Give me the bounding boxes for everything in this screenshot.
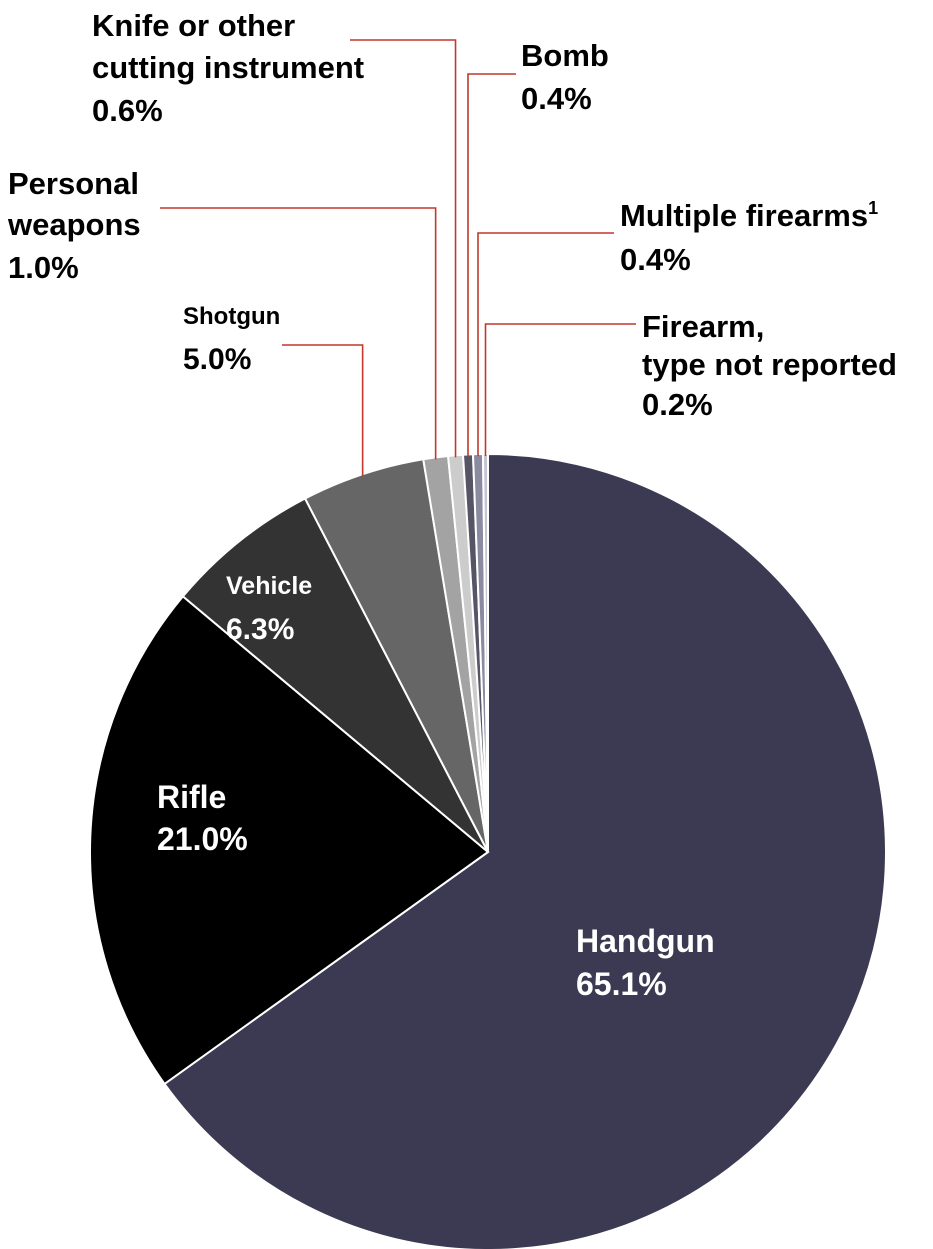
- slice-handgun: [163, 452, 887, 1249]
- leader-shotgun: [282, 344, 364, 477]
- value-handgun: 65.1%: [576, 966, 667, 1002]
- label-personal-weapons-line2: weapons: [7, 207, 141, 242]
- label-bomb: Bomb: [521, 38, 609, 73]
- label-shotgun: Shotgun: [183, 303, 280, 330]
- leader-knife: [350, 39, 457, 458]
- value-knife: 0.6%: [92, 93, 163, 128]
- value-vehicle: 6.3%: [226, 613, 294, 646]
- leader-firearm-not-reported: [484, 323, 636, 457]
- value-rifle: 21.0%: [157, 821, 248, 857]
- value-firearm-not-reported: 0.2%: [642, 387, 713, 422]
- value-personal-weapons: 1.0%: [8, 250, 79, 285]
- label-rifle: Rifle: [157, 779, 226, 815]
- leader-multiple-firearms: [477, 232, 614, 457]
- slice-labels: Handgun 65.1% Rifle 21.0% Vehicle 6.3% Shotgun…: [7, 8, 897, 1002]
- slice-rifle: [89, 594, 490, 1086]
- label-knife-line2: cutting instrument: [92, 50, 364, 85]
- value-shotgun: 5.0%: [183, 343, 251, 376]
- label-vehicle: Vehicle: [226, 572, 312, 600]
- label-personal-weapons-line1: Personal: [8, 166, 139, 201]
- label-handgun: Handgun: [576, 923, 715, 959]
- value-multiple-firearms: 0.4%: [620, 242, 691, 277]
- footnote-marker: 1: [868, 198, 878, 218]
- leader-lines: [160, 39, 636, 477]
- leader-bomb: [467, 73, 516, 457]
- label-multiple-firearms: Multiple firearms1: [620, 198, 878, 233]
- label-firearm-not-reported-line2: type not reported: [642, 347, 897, 382]
- leader-personal-weapons: [160, 207, 437, 460]
- pie-slices: [89, 452, 887, 1249]
- label-firearm-not-reported-line1: Firearm,: [642, 309, 764, 344]
- slice-vehicle: [181, 497, 489, 853]
- label-knife-line1: Knife or other: [92, 8, 295, 43]
- value-bomb: 0.4%: [521, 81, 592, 116]
